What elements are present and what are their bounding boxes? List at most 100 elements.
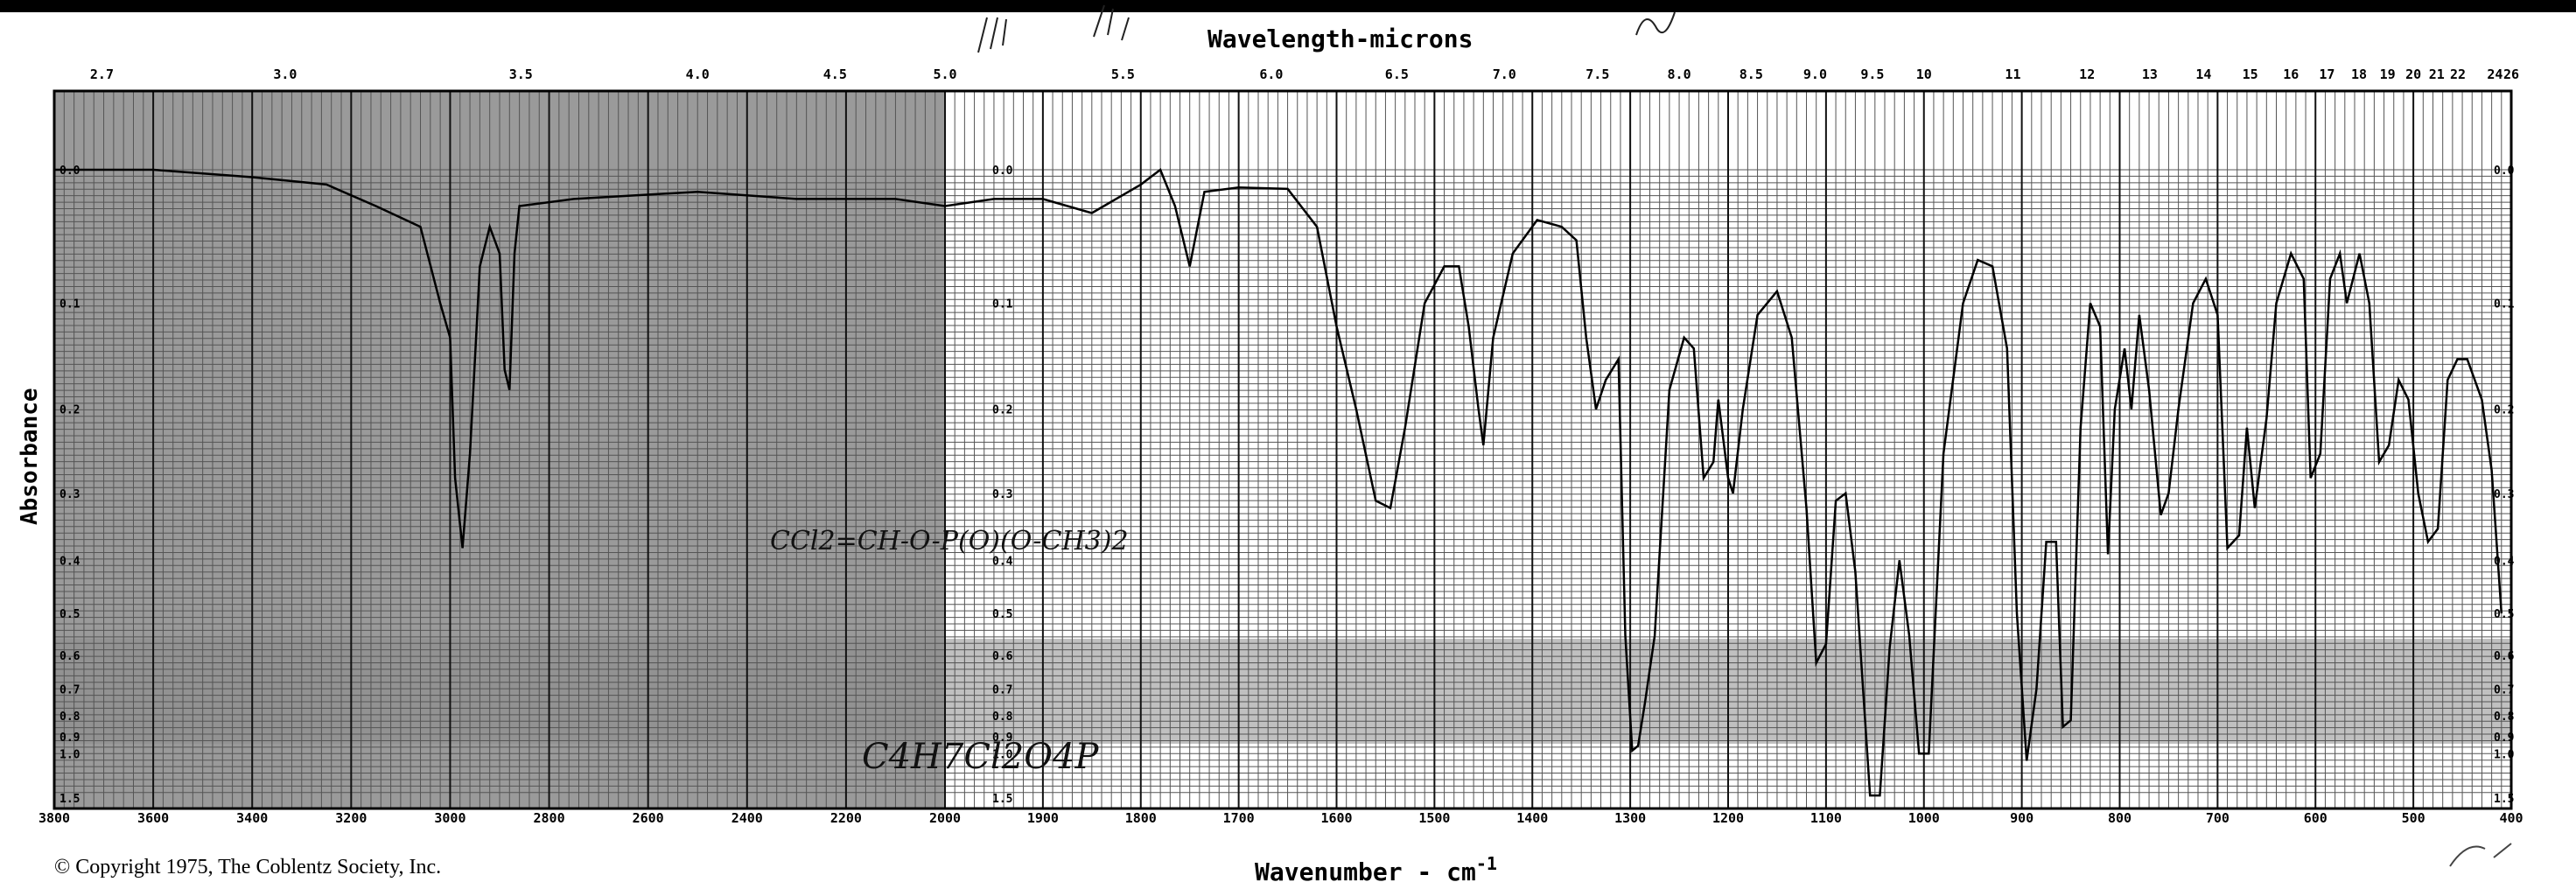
absorbance-tick-label: 0.0 [992,164,1013,178]
x-tick-label: 700 [2206,810,2230,826]
absorbance-tick-label: 0.6 [2494,650,2515,663]
absorbance-tick-label: 0.5 [2494,608,2514,621]
absorbance-tick-label: 1.0 [992,748,1013,761]
top-tick-label: 7.5 [1586,66,1609,82]
pen-scribble-top-mid [1093,4,1130,41]
absorbance-tick-label: 1.0 [60,748,80,761]
absorbance-tick-label: 0.9 [60,732,80,745]
top-tick-label: 4.5 [823,66,847,82]
absorbance-ticks-right: 0.00.10.20.30.40.50.60.70.80.91.01.5 [2494,164,2515,806]
x-tick-label: 2600 [633,810,664,826]
absorbance-tick-label: 0.5 [60,608,80,621]
x-tick-label: 2400 [732,810,763,826]
absorbance-tick-label: 0.8 [60,710,80,724]
x-tick-label: 2000 [929,810,961,826]
x-tick-label: 500 [2402,810,2426,826]
top-tick-label: 3.5 [509,66,533,82]
absorbance-tick-label: 1.5 [992,793,1012,806]
top-axis-ticks: 2.7 3.0 3.5 4.0 4.5 5.0 5.5 6.0 6.5 7.0 7.5 8.0 8.5 9… [90,66,2519,82]
absorbance-tick-label: 0.2 [60,404,80,417]
pen-scribble-top-right [1635,11,1676,36]
top-tick-label: 3.0 [273,66,297,82]
x-tick-label: 1500 [1418,810,1450,826]
top-tick-label: 7.0 [1493,66,1516,82]
absorbance-tick-label: 0.4 [992,555,1013,568]
top-tick-label: 20 [2405,66,2421,82]
absorbance-tick-label: 0.1 [2494,298,2515,311]
x-tick-label: 1700 [1223,810,1255,826]
copyright-notice: © Copyright 1975, The Coblentz Society, … [54,856,441,878]
x-axis-title-superscript: -1 [1476,853,1497,874]
absorbance-tick-label: 0.3 [992,488,1012,501]
absorbance-tick-label: 0.3 [60,488,80,501]
top-tick-label: 6.5 [1385,66,1409,82]
absorbance-tick-label: 1.5 [2494,793,2514,806]
absorbance-tick-label: 0.8 [992,710,1013,724]
bottom-axis-ticks: 3800 3600 3400 3200 3000 2800 2600 2400 2200 2000… [38,810,2524,826]
x-tick-label: 3000 [434,810,466,826]
x-tick-label: 3800 [38,810,70,826]
absorbance-tick-label: 0.2 [992,404,1012,417]
absorbance-tick-label: 0.9 [992,732,1012,745]
top-tick-label: 12 [2079,66,2095,82]
absorbance-tick-label: 1.5 [60,793,80,806]
fine-grid [53,91,2512,808]
x-tick-label: 1400 [1516,810,1548,826]
top-tick-label: 21 [2429,66,2445,82]
absorbance-tick-label: 0.6 [992,650,1013,663]
y-axis-title: Absorbance [17,388,43,525]
x-axis-title-base: Wavenumber - cm [1255,858,1476,886]
absorbance-ticks-mid: 0.0 0.1 0.2 0.3 0.4 0.5 0.6 0.7 0.8 0.9 1.0 1.5 [992,164,1013,806]
top-tick-label: 5.5 [1111,66,1135,82]
x-tick-label: 1900 [1027,810,1059,826]
absorbance-tick-label: 0.4 [60,555,80,568]
pen-scribble-bottom-right [2449,843,2512,867]
absorbance-ticks-left: 0.0 0.1 0.2 0.3 0.4 0.5 0.6 0.7 0.8 0.9 1.0 1.5 [60,164,80,806]
absorbance-tick-label: 0.0 [2494,164,2515,178]
x-tick-label: 3600 [137,810,169,826]
top-tick-label: 24 [2487,66,2502,82]
absorbance-tick-label: 0.3 [2494,488,2514,501]
top-tick-label: 5.0 [933,66,956,82]
x-tick-label: 1300 [1614,810,1646,826]
top-axis-title: Wavelength-microns [1208,24,1473,53]
x-axis-title: Wavenumber - cm-1 [1255,853,1497,886]
plot-frame [52,89,2513,810]
x-tick-label: 2200 [830,810,862,826]
x-tick-label: 1100 [1810,810,1842,826]
top-tick-label: 11 [2005,66,2020,82]
top-tick-label: 22 [2450,66,2466,82]
x-tick-label: 400 [2499,810,2523,826]
top-tick-label: 15 [2243,66,2258,82]
spectrum-series-line [54,168,2503,797]
top-tick-label: 19 [2380,66,2396,82]
absorbance-tick-label: 0.7 [992,684,1012,697]
top-border-band [0,0,2576,12]
top-tick-label: 17 [2319,66,2334,82]
x-tick-label: 1800 [1125,810,1157,826]
top-tick-label: 2.7 [90,66,114,82]
top-tick-label: 6.0 [1259,66,1283,82]
absorbance-tick-label: 0.9 [2494,732,2514,745]
absorbance-tick-label: 0.1 [992,298,1013,311]
x-tick-label: 600 [2304,810,2328,826]
top-tick-label: 26 [2503,66,2519,82]
handwritten-structure: CCl2=CH-O-P(O)(O-CH3)2 [770,526,1129,556]
absorbance-tick-label: 1.0 [2494,748,2515,761]
top-tick-label: 13 [2142,66,2158,82]
absorbance-tick-label: 0.6 [60,650,80,663]
top-tick-label: 14 [2195,66,2211,82]
x-tick-label: 1000 [1908,810,1940,826]
top-tick-label: 18 [2351,66,2367,82]
absorbance-tick-label: 0.0 [60,164,80,178]
top-tick-label: 8.0 [1668,66,1691,82]
x-tick-label: 1600 [1320,810,1352,826]
x-tick-label: 900 [2010,810,2034,826]
x-tick-label: 3400 [236,810,268,826]
absorbance-tick-label: 0.7 [60,684,80,697]
absorbance-tick-label: 0.5 [992,608,1012,621]
absorbance-tick-label: 0.8 [2494,710,2515,724]
absorbance-tick-label: 0.2 [2494,404,2514,417]
top-tick-label: 8.5 [1740,66,1763,82]
